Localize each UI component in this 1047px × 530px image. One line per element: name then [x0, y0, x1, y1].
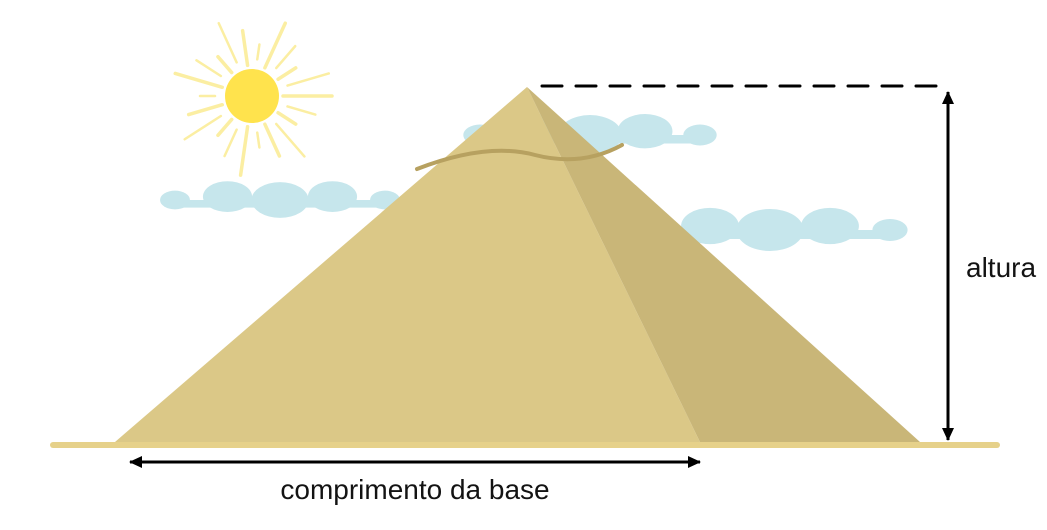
height-label: altura	[966, 252, 1036, 284]
pyramid-diagram	[0, 0, 1047, 530]
base-label: comprimento da base	[280, 474, 549, 506]
